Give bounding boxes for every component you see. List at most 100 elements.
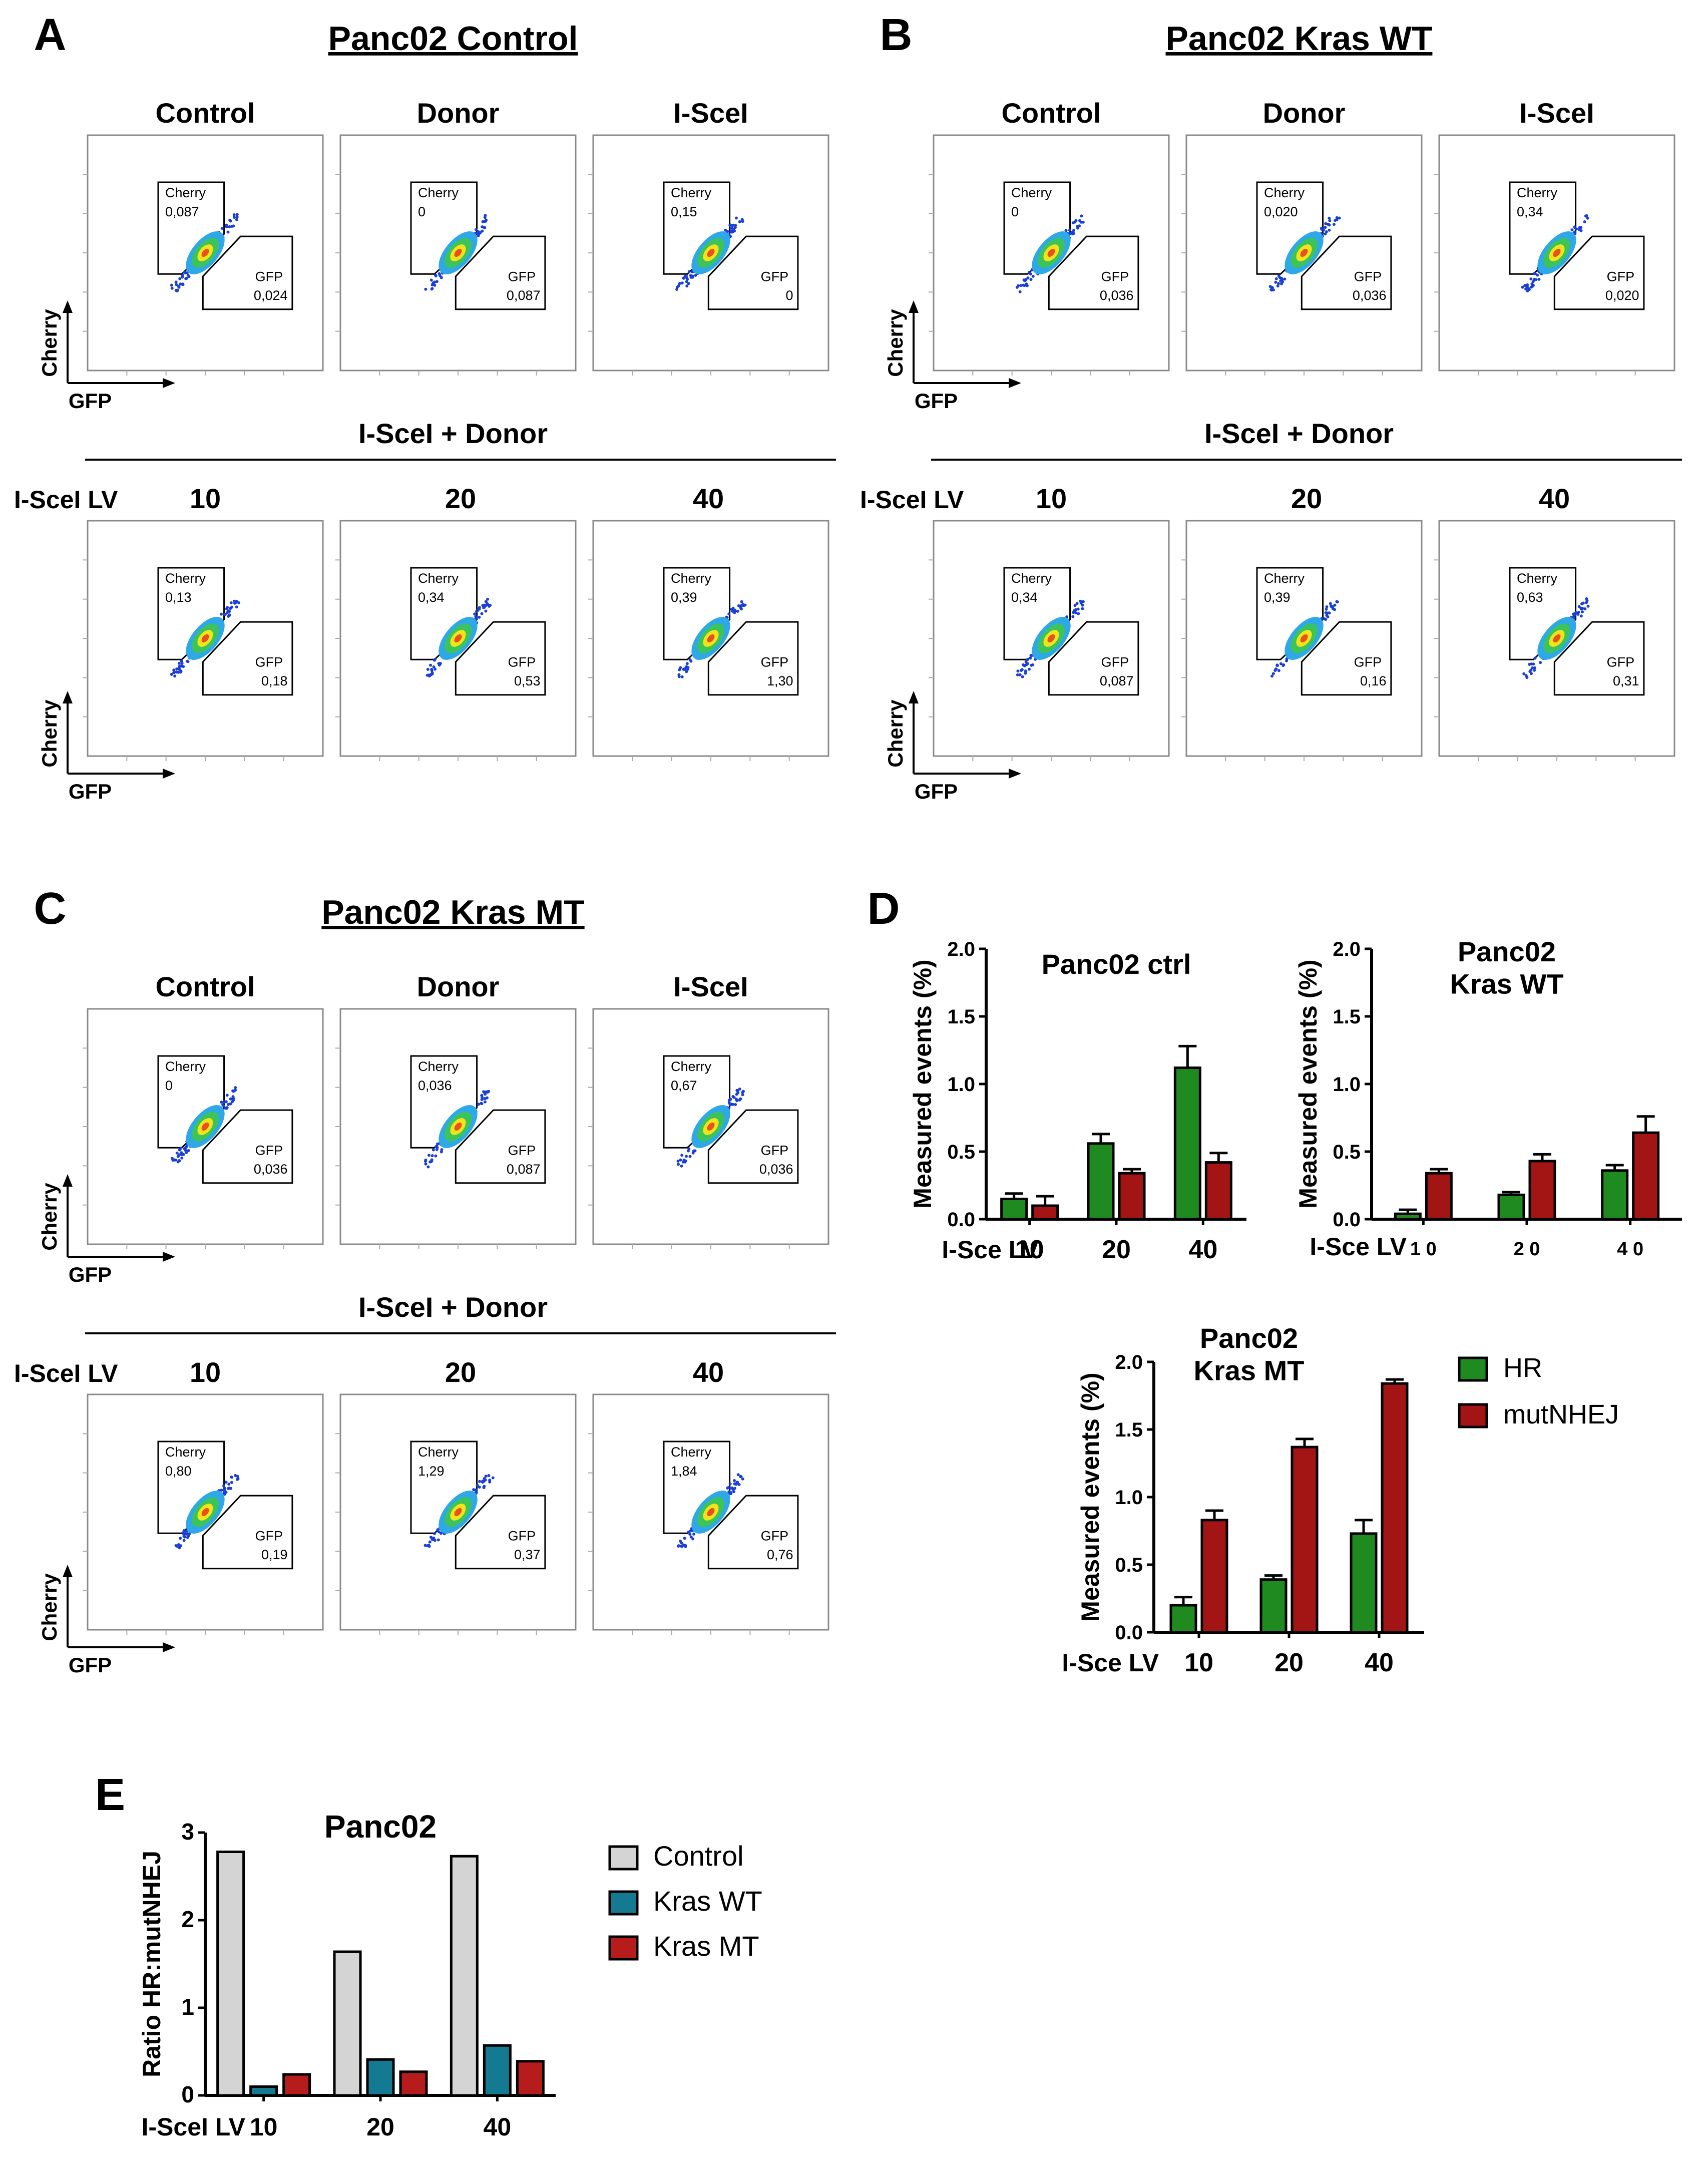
gfp-gate	[707, 235, 799, 310]
event-dot	[1325, 605, 1329, 609]
cherry-gate-value: 0,34	[418, 590, 445, 605]
density-core	[454, 248, 462, 257]
y-axis-label: Cherry	[38, 1573, 61, 1641]
cherry-gate-label: Cherry	[418, 1059, 459, 1074]
event-dot	[173, 674, 177, 678]
event-dot	[678, 282, 681, 285]
gfp-gate-label: GFP	[255, 269, 283, 284]
y-tick-label: 1.0	[1115, 1487, 1143, 1509]
event-dot	[1026, 276, 1030, 280]
flow-plot: Cherry 0,34 GFP 0,53	[335, 520, 577, 761]
event-dot	[486, 602, 489, 605]
event-dot	[431, 672, 434, 675]
event-dot	[177, 670, 180, 674]
event-dot	[686, 1149, 690, 1153]
gfp-gate-label: GFP	[1354, 654, 1382, 669]
gfp-gate-label: GFP	[1607, 269, 1635, 284]
legend-swatch	[1458, 1356, 1488, 1382]
event-dot	[740, 218, 744, 221]
gfp-gate-value: 0,087	[507, 288, 541, 303]
density-core	[1300, 634, 1308, 643]
gfp-gate	[202, 235, 293, 310]
event-dot	[1537, 277, 1541, 281]
event-dot	[232, 216, 236, 219]
axis-indicator: Cherry GFP	[38, 1565, 175, 1677]
event-dot	[484, 1478, 487, 1482]
event-dot	[685, 1155, 688, 1158]
event-dot	[729, 1098, 732, 1101]
event-dot	[729, 1487, 732, 1490]
legend-label: mutNHEJ	[1503, 1399, 1619, 1429]
event-dot	[181, 283, 184, 286]
cherry-gate-value: 0,39	[671, 590, 697, 605]
cherry-gate-value: 0	[1011, 204, 1019, 219]
lv-value-label: 20	[445, 483, 476, 514]
event-dot	[220, 1101, 223, 1104]
row2-heading: I-SceI + Donor	[358, 418, 548, 449]
event-dot	[226, 606, 229, 609]
event-dot	[435, 280, 439, 283]
y-tick-label: 1.0	[1333, 1073, 1361, 1096]
flow-plot: Cherry 0,15 GFP 0	[588, 134, 829, 376]
event-dot	[1283, 277, 1287, 281]
event-dot	[1074, 608, 1077, 611]
chart-title: Panc02 ctrl	[1042, 948, 1191, 980]
gfp-gate	[1301, 621, 1392, 696]
event-dot	[436, 1142, 440, 1146]
event-dot	[174, 289, 178, 292]
bar-chart-panels: 0.0 0.5 1.0 1.5 2.0 Panc02 ctrl Measured event…	[95, 884, 1682, 2141]
event-dot	[741, 1090, 745, 1093]
event-dot	[1524, 287, 1528, 291]
condition-label: Donor	[1263, 97, 1346, 129]
event-dot	[684, 1159, 687, 1163]
event-dot	[685, 662, 689, 665]
flow-plot: Cherry 0,036 GFP 0,087	[335, 1008, 577, 1249]
panel-letter: E	[95, 1770, 125, 1820]
x-axis-label: I-Sce LV	[942, 1236, 1039, 1264]
condition-label: Control	[155, 971, 255, 1002]
event-dot	[1018, 290, 1022, 293]
y-tick-label: 2.0	[947, 938, 975, 960]
event-dot	[1324, 226, 1327, 229]
y-axis-label: Cherry	[884, 699, 907, 768]
event-dot	[433, 658, 436, 662]
event-dot	[227, 1483, 231, 1486]
gfp-gate-value: 0,76	[767, 1547, 793, 1562]
event-dot	[230, 605, 234, 609]
event-dot	[685, 284, 689, 288]
event-dot	[1282, 663, 1285, 667]
event-dot	[1572, 612, 1575, 616]
lv-value-label: 20	[445, 1356, 476, 1388]
event-dot	[679, 1158, 682, 1162]
density-core	[707, 634, 715, 643]
event-dot	[685, 280, 688, 283]
gfp-gate	[1553, 235, 1645, 310]
bar-hr	[1087, 1142, 1115, 1221]
legend-ratio: Control Kras WT Kras MT	[608, 1840, 762, 1962]
event-dot	[236, 1478, 239, 1481]
event-dot	[738, 220, 741, 223]
event-dot	[1274, 277, 1278, 280]
event-dot	[424, 287, 428, 291]
event-dot	[432, 1148, 435, 1152]
event-dot	[423, 1544, 427, 1547]
cherry-gate-value: 0,63	[1517, 590, 1543, 605]
event-dot	[226, 1487, 230, 1490]
event-dot	[1274, 667, 1277, 671]
event-dot	[1072, 229, 1076, 232]
flow-plot: Cherry 0,020 GFP 0,036	[1181, 134, 1423, 376]
event-dot	[170, 672, 173, 676]
event-dot	[480, 1094, 484, 1097]
flow-plot: Cherry 0 GFP 0,036	[83, 1008, 324, 1249]
event-dot	[1274, 280, 1277, 284]
event-dot	[1528, 662, 1531, 666]
cherry-gate-label: Cherry	[165, 1445, 206, 1460]
event-dot	[734, 1483, 738, 1486]
event-dot	[483, 225, 486, 229]
event-dot	[183, 1147, 186, 1151]
gfp-gate-value: 0,31	[1613, 673, 1639, 688]
gfp-gate-value: 0,036	[254, 1162, 288, 1177]
x-tick-label: 40	[1365, 1648, 1394, 1677]
